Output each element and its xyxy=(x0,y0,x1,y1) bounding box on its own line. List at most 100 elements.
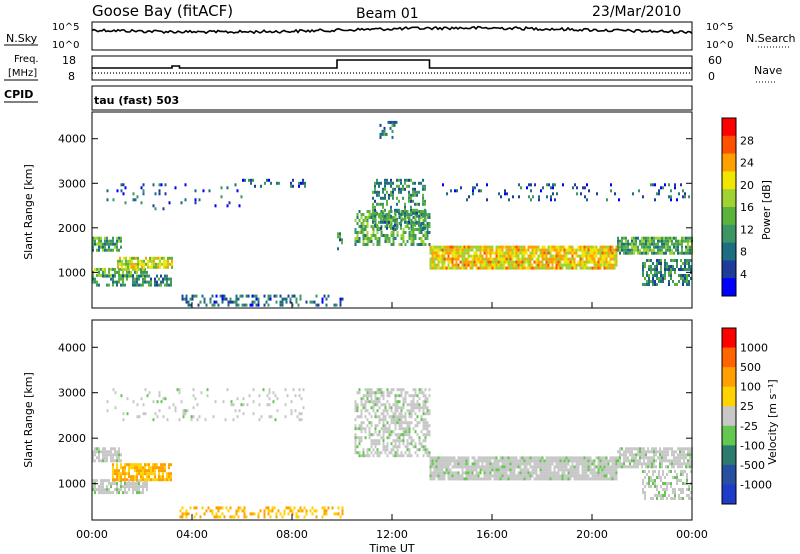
heatmap-cell xyxy=(491,248,494,252)
heatmap-cell xyxy=(607,254,610,258)
heatmap-cell xyxy=(443,248,446,252)
heatmap-cell xyxy=(477,474,480,478)
heatmap-cell xyxy=(657,456,659,460)
heatmap-cell xyxy=(120,453,122,457)
heatmap-cell xyxy=(442,183,444,187)
heatmap-cell xyxy=(686,488,688,491)
heatmap-cell xyxy=(545,471,548,475)
heatmap-cell xyxy=(297,303,300,307)
heatmap-cell xyxy=(237,297,240,301)
heatmap-cell xyxy=(565,462,568,466)
heatmap-cell xyxy=(258,394,261,398)
heatmap-cell xyxy=(420,430,423,434)
heatmap-cell xyxy=(203,512,206,516)
heatmap-cell xyxy=(447,459,450,463)
heatmap-cell xyxy=(680,479,682,482)
heatmap-cell xyxy=(437,263,440,267)
heatmap-cell xyxy=(613,462,616,466)
heatmap-cell xyxy=(181,515,184,519)
heatmap-cell xyxy=(621,245,623,249)
heatmap-cell xyxy=(431,477,434,481)
heatmap-cell xyxy=(647,248,649,252)
heatmap-cell xyxy=(525,251,528,255)
heatmap-cell xyxy=(665,456,667,460)
heatmap-cell xyxy=(670,265,672,268)
heatmap-cell xyxy=(398,187,400,191)
heatmap-cell xyxy=(648,259,650,262)
heatmap-cell xyxy=(597,477,600,481)
heatmap-cell xyxy=(483,248,486,252)
heatmap-cell xyxy=(525,266,528,270)
heatmap-cell xyxy=(610,189,612,193)
heatmap-cell xyxy=(168,478,170,482)
heatmap-cell xyxy=(661,450,663,454)
heatmap-cell xyxy=(455,248,458,252)
heatmap-cell xyxy=(160,400,163,404)
heatmap-cell xyxy=(641,465,643,469)
heatmap-cell xyxy=(217,506,220,510)
heatmap-cell xyxy=(412,427,415,431)
heatmap-cell xyxy=(354,243,357,246)
heatmap-cell xyxy=(418,421,421,425)
heatmap-cell xyxy=(116,463,118,467)
heatmap-cell xyxy=(395,120,398,124)
heatmap-cell xyxy=(383,126,386,130)
heatmap-cell xyxy=(120,466,122,470)
heatmap-cell xyxy=(567,263,570,267)
heatmap-cell xyxy=(499,263,502,267)
heatmap-cell xyxy=(589,468,592,472)
heatmap-cell xyxy=(642,262,644,265)
heatmap-cell xyxy=(168,463,170,467)
heatmap-cell xyxy=(441,456,444,460)
heatmap-cell xyxy=(660,262,662,265)
heatmap-cell xyxy=(515,248,518,252)
heatmap-cell xyxy=(664,268,666,271)
heatmap-cell xyxy=(392,448,395,452)
heatmap-cell xyxy=(354,427,357,431)
heatmap-cell xyxy=(672,268,674,271)
heatmap-cell xyxy=(559,254,562,258)
heatmap-cell xyxy=(483,251,486,255)
heatmap-cell xyxy=(651,465,653,469)
heatmap-cell xyxy=(507,459,510,463)
heatmap-cell xyxy=(384,187,386,191)
heatmap-cell xyxy=(537,456,540,460)
heatmap-cell xyxy=(136,403,139,407)
heatmap-cell xyxy=(394,394,397,398)
heatmap-cell xyxy=(463,266,466,270)
heatmap-cell xyxy=(386,226,388,230)
heatmap-cell xyxy=(372,208,374,212)
heatmap-cell xyxy=(573,260,576,264)
heatmap-cell xyxy=(621,236,623,240)
heatmap-cell xyxy=(633,462,635,466)
heatmap-cell xyxy=(108,248,110,252)
heatmap-cell xyxy=(545,468,548,472)
heatmap-cell xyxy=(131,262,133,266)
heatmap-cell xyxy=(625,447,627,451)
heatmap-cell xyxy=(595,477,598,481)
heatmap-cell xyxy=(643,459,645,463)
heatmap-cell xyxy=(376,403,379,407)
heatmap-cell xyxy=(688,497,690,500)
heatmap-cell xyxy=(595,456,598,460)
heatmap-cell xyxy=(686,262,688,265)
heatmap-cell xyxy=(479,257,482,261)
heatmap-cell xyxy=(603,462,606,466)
heatmap-cell xyxy=(497,462,500,466)
heatmap-cell xyxy=(529,254,532,258)
heatmap-cell xyxy=(665,242,667,246)
heatmap-cell xyxy=(555,260,558,264)
heatmap-cell xyxy=(688,494,690,497)
heatmap-cell xyxy=(535,459,538,463)
heatmap-cell xyxy=(141,259,143,263)
heatmap-cell xyxy=(102,459,104,463)
heatmap-cell xyxy=(635,447,637,451)
heatmap-cell xyxy=(595,245,598,249)
heatmap-cell xyxy=(529,477,532,481)
heatmap-cell xyxy=(410,196,412,200)
heatmap-cell xyxy=(422,187,424,191)
heatmap-cell xyxy=(122,485,124,489)
heatmap-cell xyxy=(586,183,588,187)
heatmap-cell xyxy=(495,471,498,475)
heatmap-cell xyxy=(519,456,522,460)
